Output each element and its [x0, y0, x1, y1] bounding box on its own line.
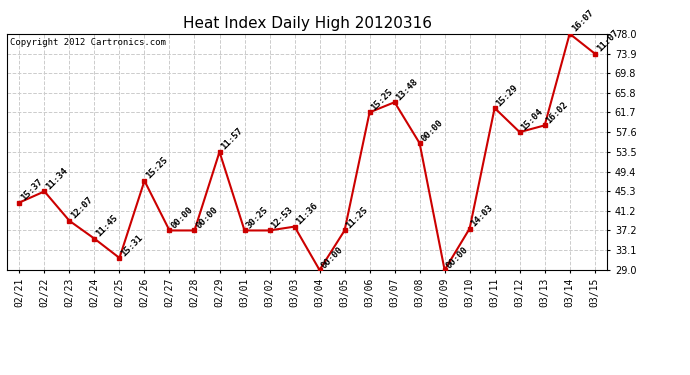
Text: 00:00: 00:00	[170, 205, 195, 231]
Text: 12:53: 12:53	[270, 205, 295, 231]
Text: 15:04: 15:04	[520, 107, 545, 132]
Text: 16:07: 16:07	[570, 8, 595, 34]
Text: 16:02: 16:02	[544, 100, 570, 125]
Text: 11:57: 11:57	[219, 126, 245, 152]
Text: 30:25: 30:25	[244, 205, 270, 231]
Text: 00:00: 00:00	[195, 205, 220, 231]
Text: 15:29: 15:29	[495, 82, 520, 108]
Text: 11:34: 11:34	[44, 166, 70, 191]
Text: 14:03: 14:03	[470, 203, 495, 228]
Text: 13:48: 13:48	[395, 77, 420, 102]
Text: 00:00: 00:00	[319, 244, 345, 270]
Text: 12:07: 12:07	[70, 195, 95, 221]
Text: 15:37: 15:37	[19, 177, 45, 203]
Text: 11:25: 11:25	[344, 205, 370, 231]
Title: Heat Index Daily High 20120316: Heat Index Daily High 20120316	[183, 16, 431, 31]
Text: 11:45: 11:45	[95, 213, 120, 238]
Text: 00:00: 00:00	[444, 244, 470, 270]
Text: 11:07: 11:07	[595, 28, 620, 54]
Text: 15:25: 15:25	[144, 155, 170, 181]
Text: 15:25: 15:25	[370, 87, 395, 112]
Text: 00:00: 00:00	[420, 118, 445, 143]
Text: 15:31: 15:31	[119, 232, 145, 258]
Text: 11:36: 11:36	[295, 201, 320, 226]
Text: Copyright 2012 Cartronics.com: Copyright 2012 Cartronics.com	[10, 39, 166, 48]
